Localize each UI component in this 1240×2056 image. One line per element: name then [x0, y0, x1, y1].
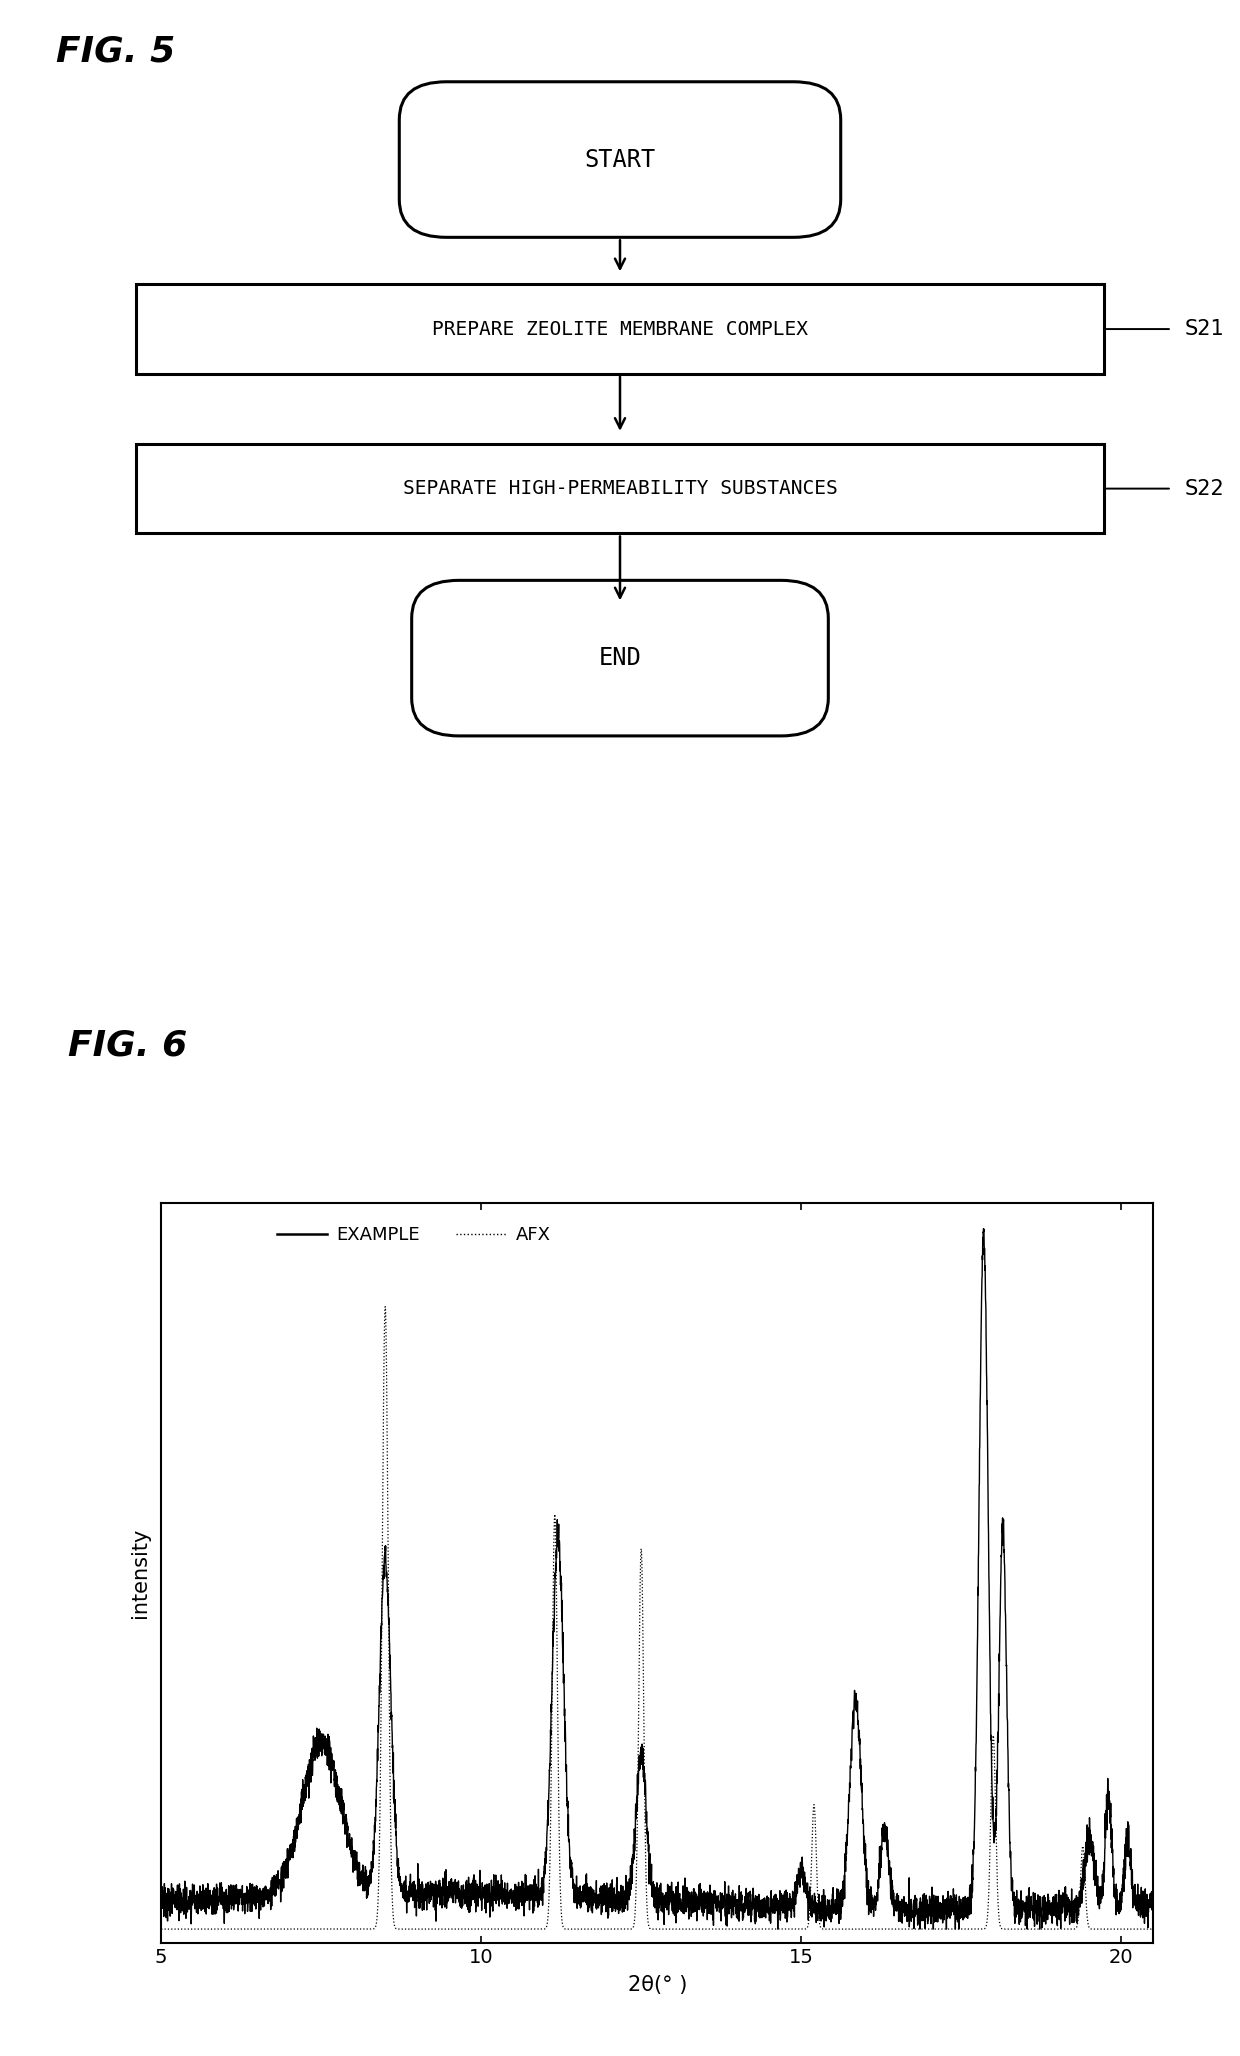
Text: START: START: [584, 148, 656, 171]
FancyBboxPatch shape: [412, 580, 828, 736]
Text: END: END: [599, 646, 641, 670]
Text: S22: S22: [1184, 479, 1224, 500]
Text: PREPARE ZEOLITE MEMBRANE COMPLEX: PREPARE ZEOLITE MEMBRANE COMPLEX: [432, 319, 808, 339]
Y-axis label: intensity: intensity: [130, 1528, 150, 1618]
Text: SEPARATE HIGH-PERMEABILITY SUBSTANCES: SEPARATE HIGH-PERMEABILITY SUBSTANCES: [403, 479, 837, 498]
Text: FIG. 5: FIG. 5: [56, 35, 175, 70]
Bar: [136, 444, 1104, 533]
X-axis label: 2θ(° ): 2θ(° ): [627, 1976, 687, 1994]
FancyBboxPatch shape: [399, 82, 841, 236]
Legend: EXAMPLE, AFX: EXAMPLE, AFX: [269, 1219, 558, 1252]
Bar: [136, 284, 1104, 374]
Text: FIG. 6: FIG. 6: [68, 1028, 187, 1063]
Text: S21: S21: [1184, 319, 1224, 339]
